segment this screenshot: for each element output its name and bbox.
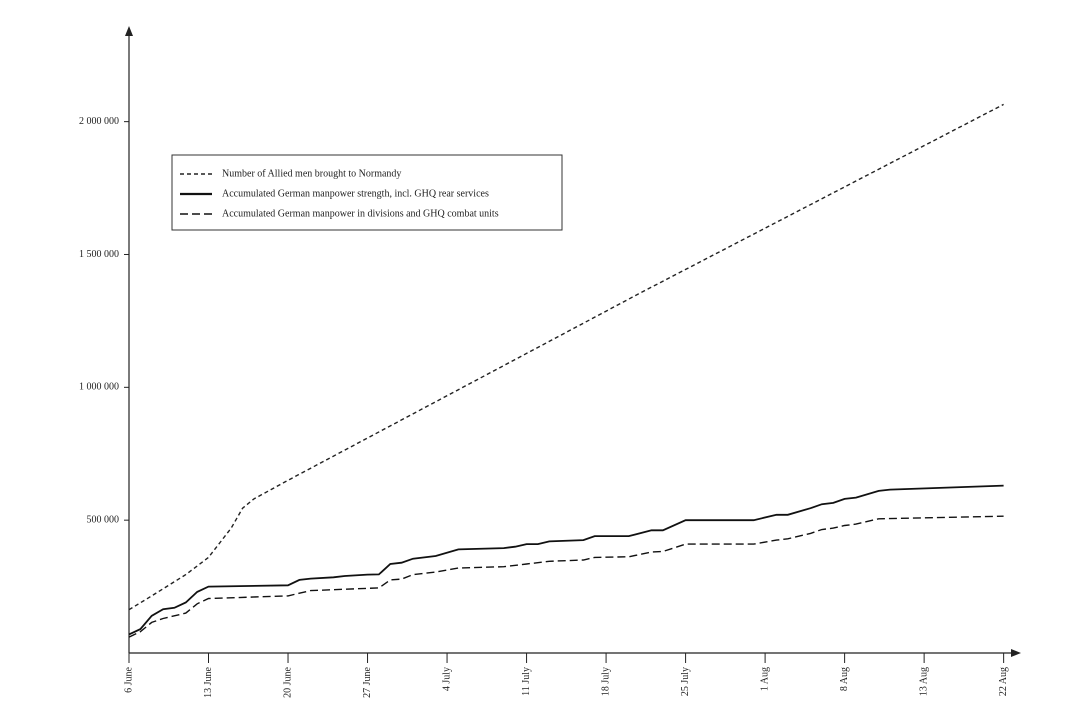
x-arrow — [1011, 649, 1021, 657]
y-tick-label: 1 500 000 — [79, 249, 119, 260]
legend-label: Number of Allied men brought to Normandy — [222, 168, 401, 179]
x-tick-label: 13 Aug — [918, 667, 929, 696]
x-tick-label: 11 July — [521, 667, 532, 696]
y-tick-label: 1 000 000 — [79, 382, 119, 393]
legend-box — [171, 154, 563, 231]
x-tick-label: 18 July — [600, 667, 611, 696]
x-tick-label: 13 June — [203, 666, 214, 697]
y-arrow — [125, 26, 133, 36]
x-tick-label: 4 July — [441, 667, 452, 691]
x-tick-label: 1 Aug — [759, 667, 770, 691]
series-line — [128, 515, 1004, 638]
series-line — [128, 103, 1004, 611]
x-tick-label: 6 June — [123, 666, 134, 692]
y-tick-label: 2 000 000 — [79, 116, 119, 127]
y-tick-label: 500 000 — [87, 514, 120, 525]
x-tick-label: 20 June — [282, 666, 293, 697]
series-line — [128, 484, 1004, 636]
legend-label: Accumulated German manpower in divisions… — [222, 208, 499, 219]
legend-label: Accumulated German manpower strength, in… — [222, 188, 489, 199]
x-tick-label: 22 Aug — [998, 667, 1009, 696]
x-tick-label: 25 July — [680, 667, 691, 696]
x-tick-label: 27 June — [362, 666, 373, 697]
x-tick-label: 8 Aug — [839, 667, 850, 691]
